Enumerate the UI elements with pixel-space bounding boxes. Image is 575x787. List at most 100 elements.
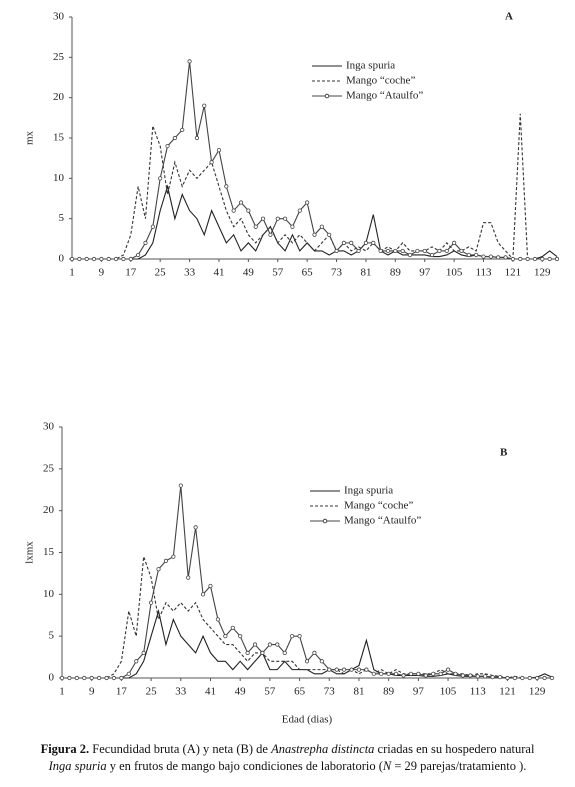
series-marker [260,650,265,656]
series-marker [349,667,354,672]
series-marker [356,667,362,672]
series-marker [363,240,369,245]
caption-text: N [382,759,392,773]
series-marker [275,216,280,221]
series-marker [364,667,369,672]
series-marker [143,240,148,245]
series-marker [466,252,471,258]
series-marker [312,650,317,656]
series-marker [481,254,486,259]
series-marker [106,256,111,262]
series-marker [342,667,347,672]
series-marker [341,240,346,245]
series-line [72,113,557,261]
x-tick-label: 57 [272,267,284,279]
series-marker [452,240,457,245]
series-marker [163,558,169,563]
legend-marker [324,93,330,99]
caption-text: Fecundidad bruta (A) y neta (B) de [89,742,272,756]
series-marker [312,232,317,237]
caption-text: Figura 2. [40,742,90,756]
series-marker [121,256,126,262]
legend-entry: Mango “Ataulfo” [310,515,421,527]
series-marker [216,148,222,153]
series-marker [468,673,473,678]
series-marker [437,248,442,254]
series-marker [194,135,200,141]
y-tick-label: 30 [53,11,65,23]
legend-entry: Inga spuria [310,485,393,497]
y-axis-label: mx [24,130,36,145]
x-tick-label: 49 [235,686,247,698]
legend-label: Inga spuria [346,60,395,72]
series-marker [327,667,332,672]
series-marker [319,659,324,664]
panel-title: B [500,447,508,459]
series-marker [505,675,510,681]
series-marker [245,650,250,656]
series-marker [246,208,251,213]
series-marker [186,575,191,580]
series-marker [67,675,72,681]
x-tick-label: 129 [529,686,546,698]
y-tick-label: 15 [53,132,65,144]
series-marker [327,232,332,237]
caption: Figura 2. Fecundidad bruta (A) y neta (B… [0,741,575,775]
x-axis-label: Edad (dias) [282,714,333,726]
series-marker [69,256,75,262]
y-tick-label: 20 [53,91,65,103]
series-marker [275,642,280,647]
series-marker [423,673,428,678]
series-marker [224,184,229,189]
series-marker [89,675,94,681]
y-tick-label: 25 [43,462,55,474]
series-marker [527,675,532,681]
legend-marker [322,518,328,524]
legend-label: Mango “Ataulfo” [344,515,421,527]
x-tick-label: 25 [146,686,158,698]
series-marker [490,675,495,680]
series-marker [445,667,451,672]
x-tick-label: 97 [413,686,425,698]
x-tick-label: 17 [125,267,137,279]
legend-label: Mango “coche” [346,75,415,87]
x-tick-label: 9 [89,686,95,698]
series-marker [171,554,176,559]
series-marker [193,525,198,530]
y-tick-label: 25 [53,51,65,63]
series-marker [150,224,155,229]
series-marker [408,671,414,676]
series-marker [422,248,427,254]
x-tick-label: 81 [353,686,364,698]
series-marker [178,483,183,488]
series-marker [371,240,376,245]
y-tick-label: 30 [43,421,55,433]
series-marker [209,160,214,165]
x-tick-label: 81 [360,267,371,279]
caption-text: = 29 parejas/tratamiento ). [391,759,527,773]
caption-text: Inga spuria [48,759,107,773]
series-marker [223,634,228,639]
series-marker [82,675,87,681]
series-marker [520,675,525,681]
x-tick-label: 73 [331,267,343,279]
series-marker [74,675,79,681]
series-marker [474,252,479,258]
series-marker [416,671,421,676]
legend-label: Mango “Ataulfo” [346,90,423,102]
series-marker [488,254,493,259]
y-tick-label: 5 [59,212,65,224]
series-marker [165,143,170,149]
series-marker [202,103,207,108]
series-marker [371,671,376,676]
series-marker [97,675,102,681]
series-marker [496,255,501,260]
series-marker [554,256,560,262]
x-tick-label: 121 [499,686,516,698]
x-tick-label: 121 [505,267,522,279]
series-marker [84,256,89,262]
series-marker [104,675,109,681]
series-marker [77,256,82,262]
series-line [72,61,557,260]
